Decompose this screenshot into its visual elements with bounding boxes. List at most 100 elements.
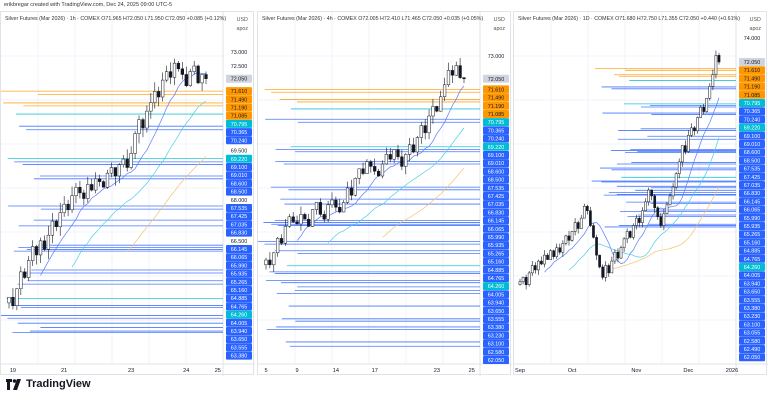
price-label-text: 69.010 bbox=[488, 161, 505, 167]
time-tick-label: Nov bbox=[631, 368, 641, 374]
level-price-label: 67.035 bbox=[483, 200, 509, 209]
price-tick: 72.500 bbox=[231, 64, 248, 70]
candle bbox=[524, 274, 528, 290]
candle bbox=[598, 254, 601, 269]
unit: apoz bbox=[236, 26, 249, 32]
price-label-text: 66.500 bbox=[231, 239, 248, 245]
chart-panel-1h[interactable]: 73.000 72.500 72.050 71.610 71.490 71.190 71.0… bbox=[0, 11, 255, 376]
candle bbox=[607, 263, 611, 277]
candle bbox=[314, 202, 319, 215]
candle bbox=[361, 162, 365, 176]
tradingview-logo[interactable]: TradingView bbox=[6, 378, 91, 390]
candle bbox=[684, 140, 687, 155]
candle bbox=[622, 237, 626, 252]
time-tick-label: 25 bbox=[215, 368, 221, 374]
price-label-text: 63.555 bbox=[744, 298, 761, 304]
price-label-text: 66.145 bbox=[488, 219, 505, 225]
candle bbox=[699, 105, 702, 118]
chart-credit: erikbregar created with TradingView.com,… bbox=[4, 2, 173, 8]
candle bbox=[196, 64, 200, 85]
time-tick-label: 23 bbox=[434, 368, 440, 374]
level-price-label: 68.500 bbox=[739, 156, 765, 165]
candle bbox=[543, 250, 546, 268]
candle bbox=[439, 90, 443, 112]
price-label-text: 72.050 bbox=[231, 77, 248, 83]
candle bbox=[295, 215, 299, 225]
candle bbox=[287, 213, 291, 228]
price-label-text: 64.885 bbox=[488, 268, 505, 274]
chart-panel-1d[interactable]: 74.000 72.050 71.610 71.490 71.190 71.085 70.7… bbox=[513, 11, 768, 376]
candle bbox=[338, 198, 342, 214]
price-tick: 68.000 bbox=[231, 198, 248, 204]
candle bbox=[610, 256, 614, 274]
level-price-label: 66.145 bbox=[226, 245, 252, 253]
candle bbox=[702, 103, 706, 115]
level-price-label: 69.010 bbox=[739, 140, 765, 148]
level-price-label: 69.010 bbox=[483, 159, 509, 168]
level-price-label: 71.610 bbox=[226, 87, 252, 96]
candle bbox=[392, 149, 396, 164]
chart-canvas[interactable]: 73.000 72.500 72.050 71.610 71.490 71.190 71.0… bbox=[1, 12, 255, 376]
level-price-label: 63.380 bbox=[226, 351, 252, 360]
candle bbox=[518, 278, 522, 286]
price-label-text: 71.490 bbox=[744, 76, 761, 82]
candle bbox=[345, 181, 350, 204]
chart-canvas[interactable]: 74.000 72.050 71.610 71.490 71.190 71.085 70.7… bbox=[514, 12, 768, 376]
candle bbox=[78, 180, 82, 199]
price-label-text: 71.610 bbox=[744, 68, 761, 74]
candle bbox=[121, 154, 125, 168]
candle bbox=[129, 146, 133, 170]
candle bbox=[693, 126, 696, 136]
moving-average-line bbox=[611, 186, 720, 270]
price-label-text: 72.050 bbox=[744, 60, 761, 66]
price-label-text: 71.190 bbox=[231, 105, 248, 111]
candle bbox=[101, 180, 106, 188]
candle bbox=[616, 248, 620, 263]
time-tick-label: 17 bbox=[372, 368, 378, 374]
price-label-text: 63.940 bbox=[231, 329, 248, 335]
level-price-label: 64.005 bbox=[739, 271, 765, 280]
level-price-label: 66.145 bbox=[739, 197, 765, 206]
candle bbox=[714, 50, 718, 79]
price-label-text: 69.220 bbox=[744, 126, 761, 132]
price-label-text: 64.885 bbox=[744, 249, 761, 255]
level-price-label: 71.610 bbox=[739, 66, 765, 75]
candle bbox=[561, 240, 565, 257]
level-price-label: 65.265 bbox=[739, 230, 765, 239]
level-price-label: 71.490 bbox=[739, 74, 765, 83]
price-label-text: 65.160 bbox=[744, 240, 761, 246]
level-price-label: 62.490 bbox=[739, 345, 765, 353]
candle bbox=[192, 60, 196, 75]
chart-canvas[interactable]: 73.000 72.050 71.610 71.490 71.190 71.085 70.7… bbox=[258, 12, 512, 376]
candle bbox=[94, 172, 98, 194]
candle bbox=[665, 202, 669, 214]
candle bbox=[540, 256, 543, 266]
level-price-label: 71.190 bbox=[226, 103, 252, 112]
brand-name: TradingView bbox=[26, 378, 91, 390]
candle bbox=[349, 179, 354, 201]
candle bbox=[34, 244, 39, 265]
price-label-text: 65.935 bbox=[488, 243, 505, 249]
level-price-label: 70.240 bbox=[739, 115, 765, 124]
candle bbox=[677, 158, 681, 179]
price-label-text: 63.100 bbox=[488, 342, 505, 348]
candle bbox=[589, 206, 592, 228]
time-tick-label: Dec bbox=[683, 368, 693, 374]
price-label-text: 62.050 bbox=[488, 358, 505, 364]
candle bbox=[153, 82, 157, 109]
level-price-label: 63.940 bbox=[483, 298, 509, 307]
level-price-label: 65.265 bbox=[226, 277, 252, 286]
chart-panel-4h[interactable]: 73.000 72.050 71.610 71.490 71.190 71.085 70.7… bbox=[257, 11, 512, 376]
level-price-label: 65.935 bbox=[739, 222, 765, 230]
candle bbox=[431, 99, 435, 124]
price-label-text: 70.365 bbox=[744, 109, 761, 115]
level-price-label: 70.240 bbox=[483, 134, 509, 143]
candle bbox=[318, 198, 322, 217]
price-label-text: 70.240 bbox=[744, 117, 761, 123]
candle bbox=[435, 105, 439, 113]
candle bbox=[23, 268, 27, 280]
candle bbox=[388, 147, 392, 163]
candle bbox=[628, 230, 632, 239]
level-price-label: 68.500 bbox=[226, 187, 252, 196]
price-label-text: 73.000 bbox=[488, 54, 505, 60]
